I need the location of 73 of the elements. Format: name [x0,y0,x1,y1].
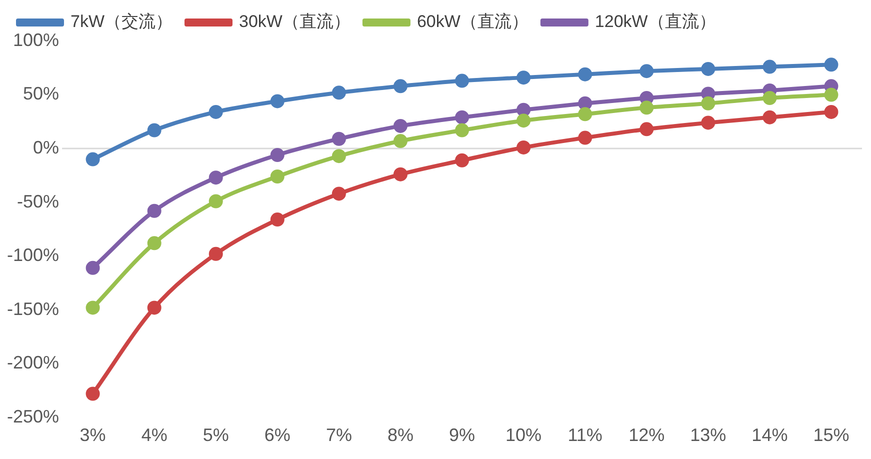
legend-label: 120kW（直流） [594,12,716,32]
point [332,86,346,100]
x-tick-label: 14% [752,425,788,446]
point [516,140,531,154]
point [701,96,716,110]
point [455,153,470,168]
x-tick-label: 15% [813,425,850,446]
point [578,107,592,122]
point [578,96,592,110]
point [147,204,162,218]
x-tick-label: 6% [264,425,290,446]
point [208,170,223,185]
point [270,94,284,108]
point [762,110,777,124]
point [393,118,408,133]
point [824,104,838,119]
point [455,110,470,124]
point [393,79,408,94]
point [824,58,838,72]
point [332,132,346,146]
x-tick-label: 5% [202,425,229,446]
point [270,148,284,162]
x-tick-label: 8% [387,425,414,446]
point [516,102,531,117]
point [640,122,654,136]
point [578,130,592,145]
point [86,152,100,166]
x-tick-label: 13% [690,425,726,446]
point [270,170,284,184]
point [393,167,408,182]
x-tick-label: 7% [326,425,352,446]
point [208,104,223,119]
y-tick-label: -200% [7,352,60,373]
point [516,70,531,85]
y-tick-label: -50% [17,191,60,212]
point [147,300,162,315]
y-tick-label: 50% [23,84,60,104]
point [640,64,654,78]
x-tick-label: 4% [141,425,168,446]
x-tick-label: 9% [449,425,476,446]
point [578,67,592,82]
point [147,236,162,250]
point [701,116,716,130]
y-tick-label: -150% [7,298,60,319]
x-tick-label: 12% [628,425,665,446]
x-tick-label: 11% [568,425,602,446]
point [640,100,654,115]
point [455,123,470,138]
legend-label: 60kW（直流） [416,12,528,32]
point [208,194,223,208]
x-tick-label: 3% [80,425,106,446]
point [393,134,408,148]
point [762,91,777,105]
point [208,246,223,261]
legend-label: 30kW（直流） [239,12,350,32]
legend-label: 7kW（交流） [70,12,172,32]
x-tick-label: 10% [506,425,542,446]
point [86,300,100,315]
point [86,386,100,401]
point [516,114,531,128]
y-tick-label: 0% [33,138,60,158]
point [701,62,716,76]
point [332,186,346,201]
point [332,149,346,164]
y-tick-label: 100% [12,30,60,50]
point [455,74,470,88]
point [824,88,838,102]
point [147,123,162,138]
point [762,60,777,74]
y-tick-label: -250% [7,406,60,426]
y-tick-label: -100% [7,245,60,266]
point [270,212,284,227]
point [86,260,100,275]
